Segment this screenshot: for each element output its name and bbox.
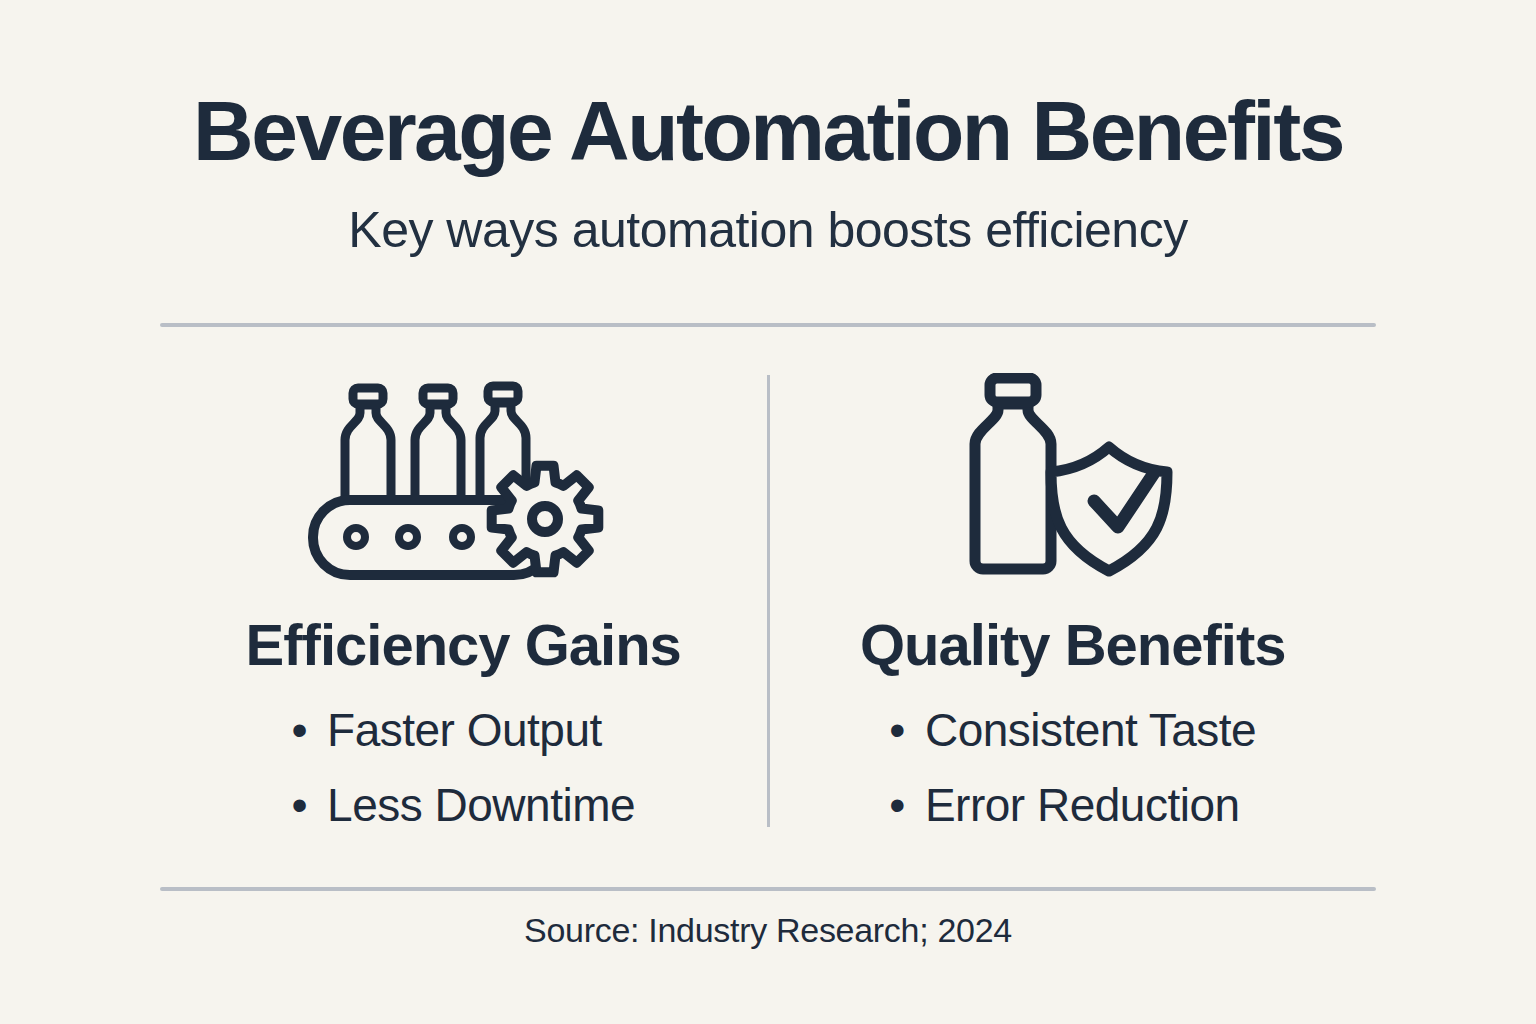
bottling-line-gear-icon [308,373,618,588]
bullet-dot: • [291,779,307,832]
bullet-dot: • [291,704,307,757]
list-item: • Consistent Taste [889,704,1256,757]
bullet-list-quality: • Consistent Taste • Error Reduction [889,704,1256,832]
infographic-page: Beverage Automation Benefits Key ways au… [0,0,1536,1024]
bottle-shield-check-icon [965,373,1180,588]
list-item: • Error Reduction [889,779,1256,832]
bullet-dot: • [889,779,905,832]
bullet-label: Faster Output [327,704,602,757]
columns-area: Efficiency Gains • Faster Output • Less … [160,327,1376,887]
page-subtitle: Key ways automation boosts efficiency [348,201,1187,259]
column-efficiency: Efficiency Gains • Faster Output • Less … [160,327,767,887]
list-item: • Faster Output [291,704,635,757]
bullet-dot: • [889,704,905,757]
page-title: Beverage Automation Benefits [193,86,1343,177]
column-heading-quality: Quality Benefits [860,612,1286,679]
list-item: • Less Downtime [291,779,635,832]
bullet-label: Less Downtime [327,779,635,832]
column-heading-efficiency: Efficiency Gains [246,612,681,679]
column-quality: Quality Benefits • Consistent Taste • Er… [770,327,1377,887]
bullet-list-efficiency: • Faster Output • Less Downtime [291,704,635,832]
bullet-label: Error Reduction [925,779,1240,832]
bullet-label: Consistent Taste [925,704,1256,757]
source-note: Source: Industry Research; 2024 [524,911,1012,950]
bottom-divider [160,887,1376,891]
